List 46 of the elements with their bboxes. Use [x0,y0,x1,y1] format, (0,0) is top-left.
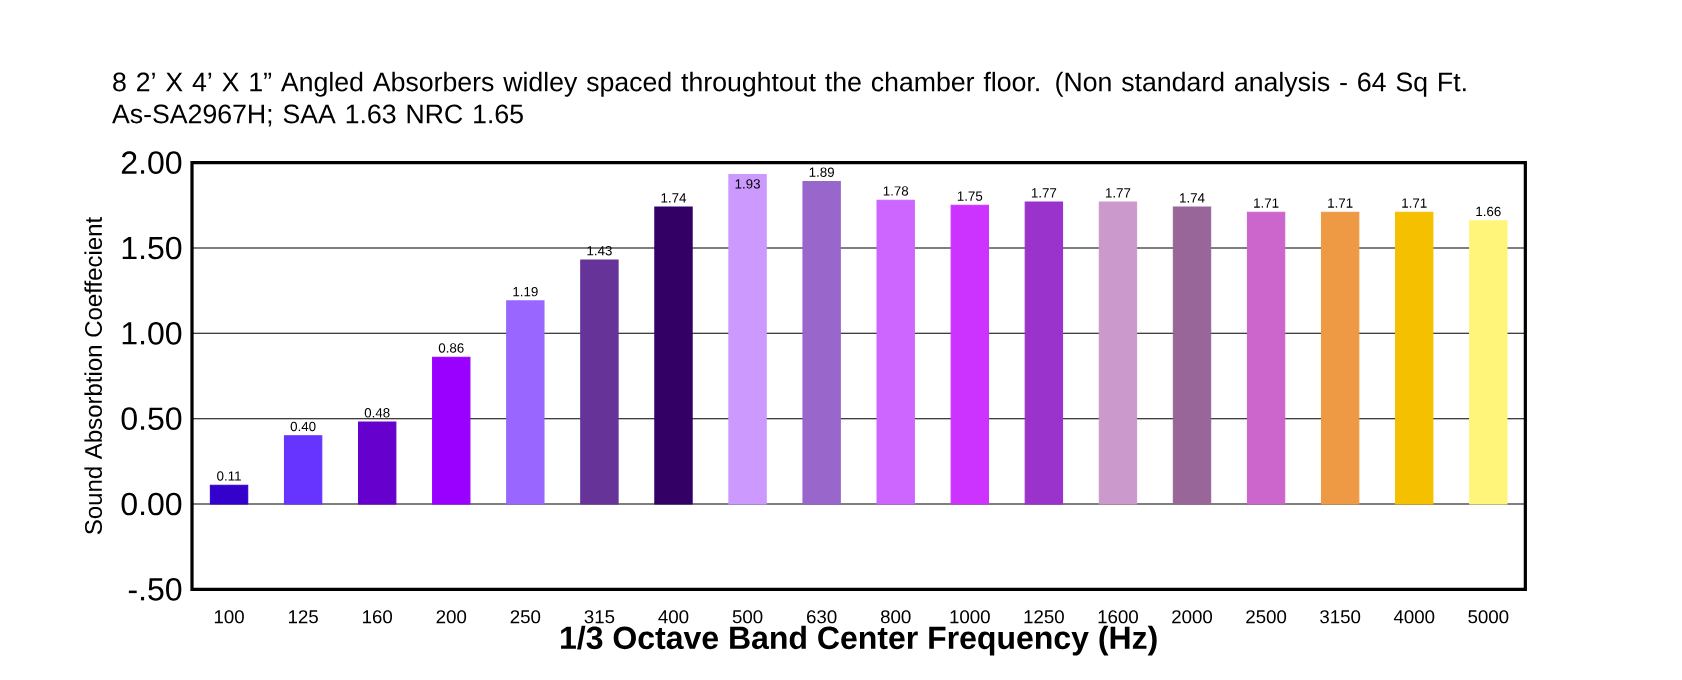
x-tick-label: 160 [363,610,393,624]
y-tick-label: 1.50 [122,236,182,260]
chart-subtitle: As-SA2967H; SAA 1.63 NRC 1.65 [112,104,523,127]
x-tick-label: 400 [658,610,689,624]
x-tick-label: 630 [807,610,837,624]
x-tick-label: 250 [510,610,541,624]
x-tick-label: 4000 [1393,610,1435,624]
x-tick-label: 200 [436,610,467,624]
bar [580,259,619,505]
bar [654,206,693,505]
bar [876,199,915,505]
y-tick-label: 0.00 [121,492,182,516]
bar [357,421,397,505]
y-tick-label: -.50 [128,578,182,601]
bar [432,356,471,505]
bar [1098,201,1138,505]
bar [1024,201,1064,505]
x-tick-label: 5000 [1468,610,1509,624]
bar [728,174,767,505]
y-tick-label: 1.00 [122,322,182,345]
bar [283,435,323,505]
bar [1172,206,1212,505]
x-tick-label: 315 [584,610,615,624]
x-tick-label: 500 [732,610,763,624]
x-tick-label: 2500 [1246,610,1287,624]
bar [950,204,989,505]
x-tick-label: 3150 [1320,610,1361,624]
x-tick-label: 800 [880,610,911,624]
x-tick-label: 1250 [1024,610,1064,624]
x-tick-label: 125 [288,610,318,624]
x-tick-label: 1000 [950,610,990,624]
x-tick-label: 1600 [1098,610,1138,624]
bar [506,300,545,505]
x-tick-label: 100 [214,610,244,624]
bar [209,484,249,505]
bar [1246,211,1286,505]
bar [1395,211,1434,505]
bar [1469,220,1508,505]
y-tick-label: 2.00 [121,151,182,174]
chart-title: 8 2’ X 4’ X 1” Angled Absorbers widley spaced throughtout the chamber floor. (Non standard analysis - 64 Sq Ft. [113,71,1466,97]
x-tick-label: 2000 [1172,610,1213,624]
y-axis-title: Sound Absorbtion Coeffecient [84,217,103,535]
bar [1320,211,1360,505]
x-axis-title: 1/3 Octave Band Center Frequency (Hz) [561,625,1157,656]
y-tick-label: 0.50 [121,407,182,430]
bar [802,180,841,505]
